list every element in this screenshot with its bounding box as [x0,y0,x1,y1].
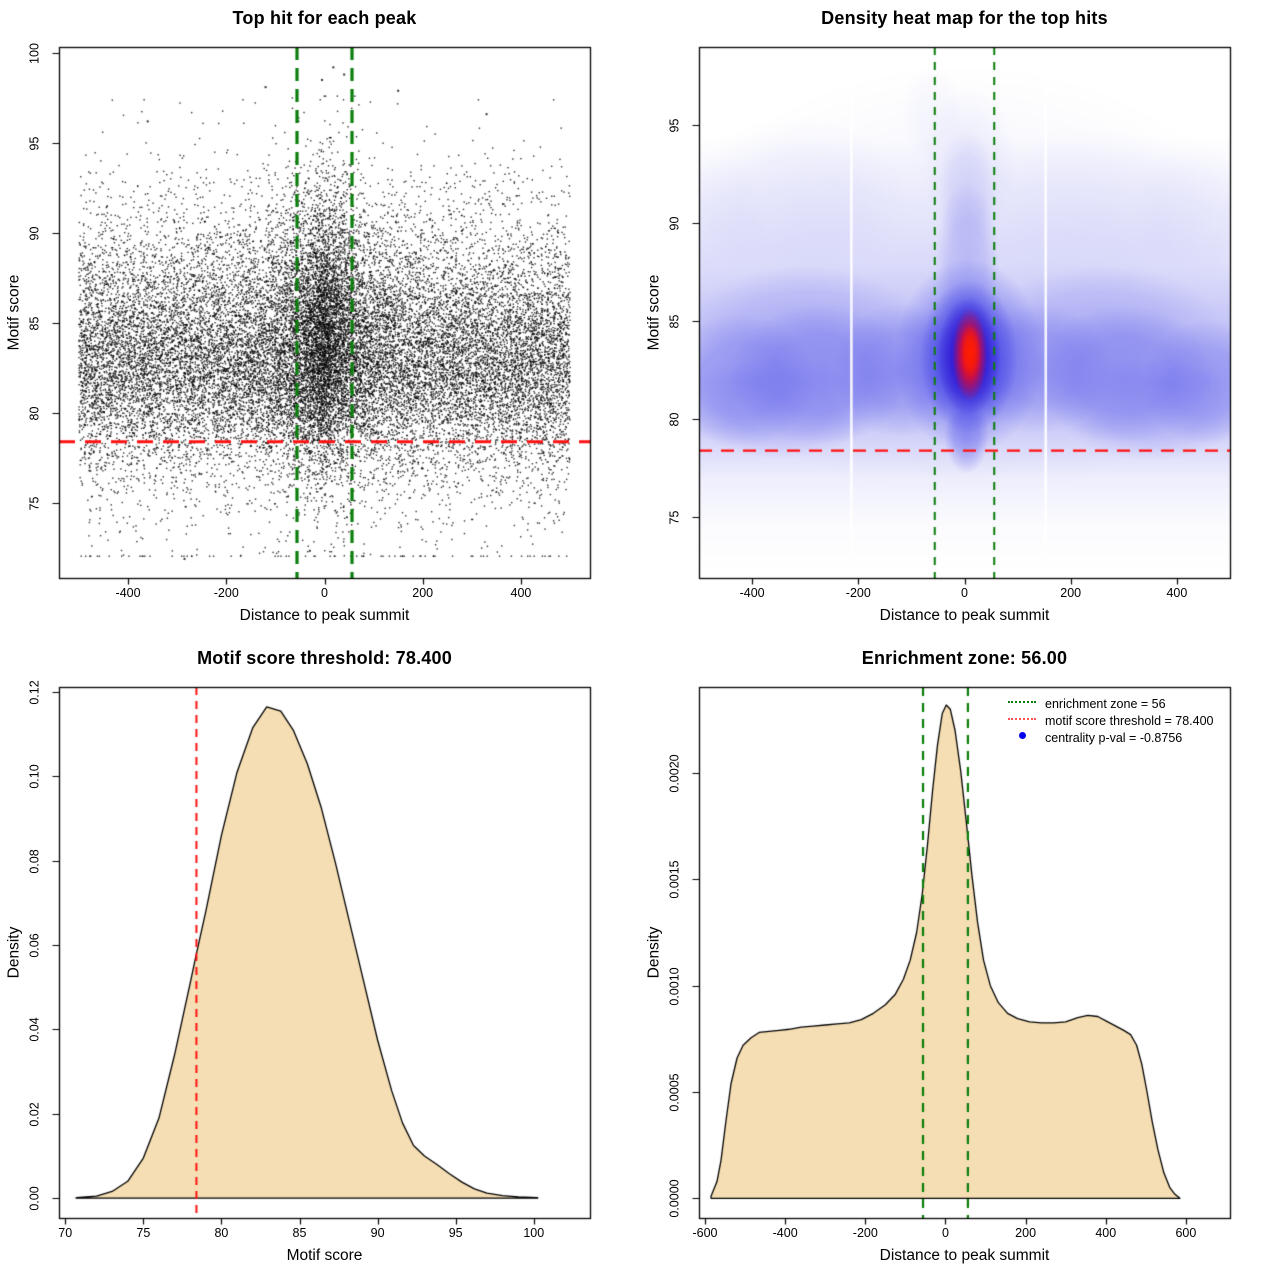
panel-density-heatmap: Density heat map for the top hits Distan… [640,0,1280,640]
y-tick-label: 0.0015 [667,860,682,899]
panel-title: Motif score threshold: 78.400 [197,648,452,668]
y-tick-label: 90 [667,216,682,231]
panel-motif-score-density: Motif score threshold: 78.400 Motif scor… [0,640,640,1280]
x-tick-label: 400 [1166,586,1188,600]
y-tick-label: 95 [27,136,42,151]
y-tick-label: 0.12 [27,680,42,705]
x-axis-label: Distance to peak summit [879,1247,1050,1264]
y-tick-label: 100 [27,43,42,64]
x-tick-label: 100 [523,1226,545,1240]
legend-label: motif score threshold = 78.400 [1045,714,1214,728]
x-tick-label: -200 [852,1226,878,1240]
x-tick-label: -600 [692,1226,718,1240]
x-tick-label: 0 [941,1226,949,1240]
x-tick-label: 90 [370,1226,385,1240]
y-tick-label: 75 [27,496,42,511]
y-tick-label: 80 [667,412,682,427]
y-axis-label: Motif score [5,274,23,351]
panel-title: Density heat map for the top hits [821,8,1108,28]
y-tick-label: 75 [667,510,682,525]
x-tick-label: -200 [845,586,871,600]
x-tick-label: -400 [772,1226,798,1240]
x-axis-label: Motif score [286,1247,363,1264]
panel-enrichment-zone-density: Enrichment zone: 56.00 Distance to peak … [640,640,1280,1280]
y-tick-label: 0.0010 [667,967,682,1006]
x-tick-label: 400 [510,586,532,600]
motif-density-canvas [0,640,640,1280]
x-tick-label: 80 [214,1226,229,1240]
x-tick-label: 85 [292,1226,307,1240]
legend-dotted-line-icon [1008,700,1036,703]
x-tick-label: 0 [321,586,328,600]
plot-legend: enrichment zone = 56 motif score thresho… [1008,695,1228,746]
legend-label: centrality p-val = -0.8756 [1045,731,1183,745]
panel-top-hit-scatter: Top hit for each peak Distance to peak s… [0,0,640,640]
panel-title: Enrichment zone: 56.00 [861,648,1068,668]
y-tick-label: 80 [27,406,42,421]
y-tick-label: 0.10 [27,764,42,790]
y-axis-label: Motif score [645,274,663,351]
x-tick-label: 95 [448,1226,463,1240]
y-tick-label: 0.0020 [667,754,682,793]
legend-dotted-line-icon [1008,717,1036,720]
y-axis-label: Density [5,926,23,979]
y-tick-label: 0.06 [27,933,42,958]
x-axis-label: Distance to peak summit [879,607,1050,624]
y-tick-label: 0.02 [27,1102,42,1127]
y-tick-label: 0.0005 [667,1073,682,1112]
scatter-plot-canvas [0,0,640,640]
panel-title: Top hit for each peak [232,8,417,28]
y-tick-label: 0.04 [27,1017,42,1043]
x-tick-label: 600 [1175,1226,1197,1240]
x-tick-label: 400 [1095,1226,1117,1240]
y-tick-label: 95 [667,118,682,133]
distance-density-canvas [640,640,1280,1280]
legend-item-enrichment-zone: enrichment zone = 56 [1008,695,1228,712]
x-axis-label: Distance to peak summit [239,607,410,624]
heatmap-canvas [640,0,1280,640]
legend-dot-icon [1019,732,1026,740]
legend-item-motif-threshold: motif score threshold = 78.400 [1008,712,1228,729]
y-tick-label: 85 [27,316,42,331]
y-tick-label: 85 [667,314,682,329]
legend-label: enrichment zone = 56 [1045,697,1166,711]
x-tick-label: 70 [58,1226,73,1240]
x-tick-label: 75 [136,1226,151,1240]
legend-item-centrality-pval: centrality p-val = -0.8756 [1008,729,1228,746]
x-tick-label: -400 [739,586,765,600]
x-tick-label: -200 [213,586,239,600]
y-tick-label: 90 [27,226,42,241]
y-tick-label: 0.08 [27,849,42,874]
x-tick-label: 200 [1015,1226,1037,1240]
y-tick-label: 0.0000 [667,1179,682,1218]
x-tick-label: 0 [961,586,968,600]
x-tick-label: -400 [115,586,141,600]
y-axis-label: Density [645,926,663,979]
x-tick-label: 200 [412,586,434,600]
y-tick-label: 0.00 [27,1186,42,1211]
x-tick-label: 200 [1060,586,1082,600]
